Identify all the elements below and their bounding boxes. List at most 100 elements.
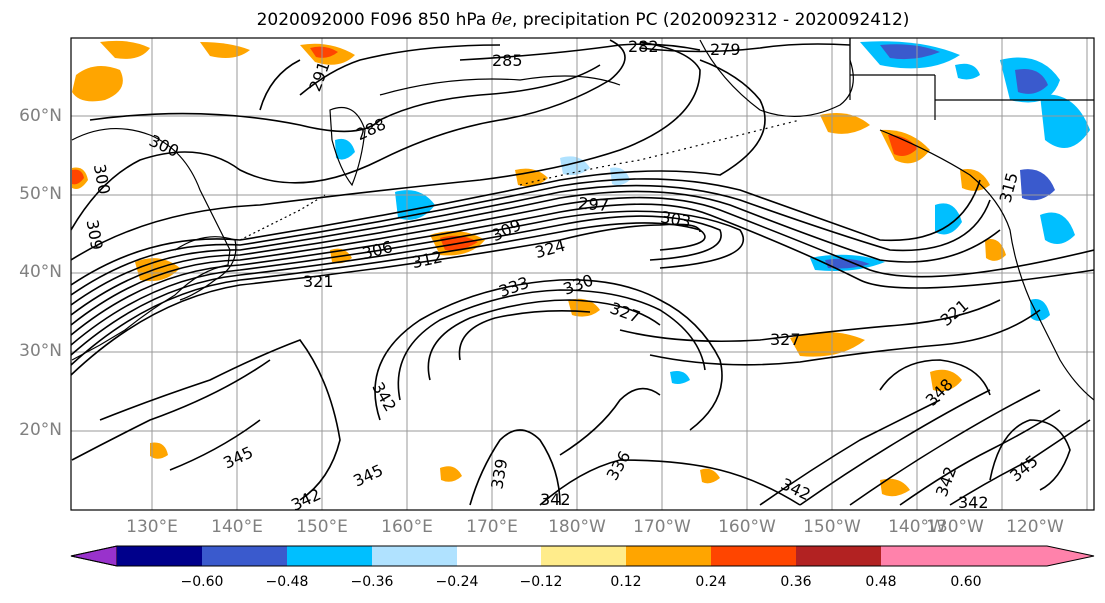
lon-label: 140°W [888, 517, 946, 537]
map-plot-area: 282 279 285 291 288 300 300 309 306 312 … [71, 37, 1094, 512]
contour-label: 342 [540, 490, 571, 509]
theta-e-symbol: θe [491, 10, 513, 30]
contour-line [71, 196, 1094, 326]
contour-line [71, 184, 991, 306]
precip-patch-orange [200, 42, 250, 58]
contour-line [899, 409, 1061, 506]
coastline-canada [849, 38, 1094, 120]
contour-line [649, 309, 1041, 366]
map-frame [70, 37, 1095, 511]
precip-patch-red [310, 46, 338, 58]
lat-label: 40°N [19, 262, 62, 282]
contour-line [71, 223, 701, 376]
contour-label: 285 [492, 51, 523, 70]
contour-line [169, 419, 261, 471]
contour-line [849, 389, 1041, 506]
lat-label: 20°N [19, 420, 62, 440]
title-suffix: , precipitation PC (2020092312 - 2020092… [512, 10, 910, 30]
contour-line [879, 359, 991, 396]
contour-line [71, 59, 766, 286]
contour-label: 300 [90, 163, 114, 196]
contour-label: 309 [83, 218, 107, 251]
precip-patch-blue [1015, 69, 1048, 94]
lon-label: 150°W [803, 517, 861, 537]
contour-line [299, 44, 501, 96]
contour-line [469, 429, 561, 506]
title-prefix: 2020092000 F096 850 hPa [256, 10, 492, 30]
colorbar-tick-label: −0.12 [519, 574, 563, 590]
contour-label: 279 [710, 40, 741, 59]
contour-label: 327 [607, 298, 642, 326]
lat-label: 30°N [19, 341, 62, 361]
contour-line [759, 399, 941, 506]
contour-label: 342 [368, 379, 400, 415]
colorbar-segment [372, 546, 457, 566]
contour-label: 345 [220, 442, 256, 472]
colorbar-segment [457, 546, 541, 566]
contour-label: 282 [628, 37, 659, 56]
colorbar-tick-label: −0.24 [435, 574, 479, 590]
precip-patch-blue [1030, 299, 1050, 321]
colorbar-outline [70, 545, 1095, 567]
contour-label: 333 [496, 273, 531, 301]
colorbar-segment [881, 546, 1047, 566]
precip-patch-blue [1020, 169, 1055, 201]
lon-label: 160°E [381, 517, 433, 537]
colorbar [70, 545, 1095, 567]
precip-patch-orange [790, 331, 865, 357]
contour-line [799, 389, 991, 506]
precip-patch-orange [880, 478, 910, 497]
contour-label: 315 [996, 170, 1022, 204]
contour-label: 321 [937, 296, 973, 330]
contour-label: 291 [305, 59, 333, 94]
precip-patch-orange [135, 258, 180, 282]
precip-patch-orange [568, 298, 600, 317]
contour-line [989, 419, 1071, 491]
contour-line [71, 210, 745, 346]
contour-label: 342 [958, 493, 989, 512]
precip-patch-blue [955, 63, 980, 80]
precipitation-shading [72, 40, 1090, 497]
lon-label: 170°E [466, 517, 518, 537]
contour-line [99, 339, 341, 501]
precip-patch-orange [100, 40, 150, 59]
coastline-aleutians [519, 119, 801, 186]
lon-label: 130°E [126, 517, 178, 537]
lon-label: 150°E [296, 517, 348, 537]
map-title: 2020092000 F096 850 hPa θe, precipitatio… [0, 10, 1105, 30]
contour-label: 345 [350, 460, 386, 490]
contour-label: 336 [603, 448, 635, 484]
precip-patch-blue [935, 203, 962, 235]
contour-line [89, 64, 601, 133]
coastline-kurils [239, 194, 326, 241]
theta-e-contours [71, 39, 1094, 506]
coastline-japan [174, 236, 237, 301]
colorbar-tick-label: −0.60 [180, 574, 224, 590]
lon-label: 160°W [718, 517, 776, 537]
precip-patch-blue [1040, 212, 1075, 244]
colorbar-segment [287, 546, 372, 566]
colorbar-tick-label: −0.36 [350, 574, 394, 590]
lon-label: 130°W [926, 517, 984, 537]
contour-line [71, 41, 701, 261]
contour-line [639, 43, 851, 53]
contour-line [71, 178, 981, 296]
contour-line [458, 310, 591, 361]
contour-line [559, 387, 661, 456]
colorbar-extend-low [70, 545, 118, 567]
precip-patch-orange [440, 466, 462, 482]
precip-patch-blue [335, 138, 355, 160]
lat-label: 50°N [19, 184, 62, 204]
contour-line [71, 215, 722, 356]
contour-label: 327 [770, 330, 801, 349]
contour-line [71, 203, 1094, 336]
colorbar-tick-label: 0.24 [695, 574, 727, 590]
precip-patch-blue [670, 371, 690, 384]
precip-patch-blue [1040, 94, 1090, 148]
contour-label: 297 [578, 194, 610, 216]
colorbar-segment [541, 546, 626, 566]
colorbar-segment [626, 546, 711, 566]
colorbar-tick-label: −0.48 [265, 574, 309, 590]
contour-line [71, 222, 706, 366]
lat-label: 60°N [19, 106, 62, 126]
